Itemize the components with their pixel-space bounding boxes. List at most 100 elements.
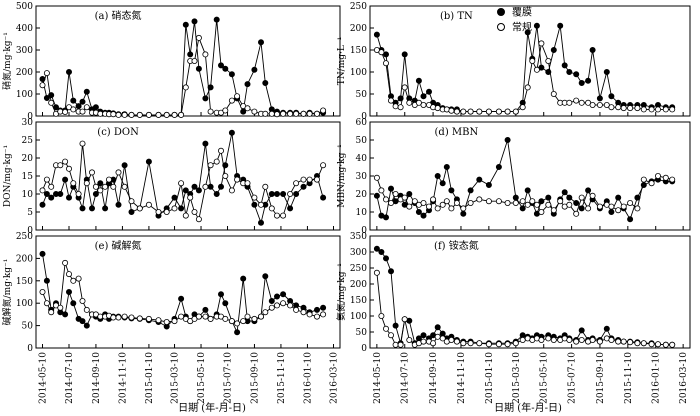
point-open — [178, 111, 185, 118]
point-filled — [251, 66, 258, 73]
point-filled — [434, 172, 441, 179]
point-filled — [300, 183, 307, 190]
point-open — [155, 111, 162, 118]
y-tick-label: 200 — [350, 280, 367, 290]
x-tick-label: 2015-09-10 — [596, 352, 606, 404]
point-open — [397, 104, 404, 111]
point-open — [207, 162, 214, 169]
point-filled — [257, 219, 264, 226]
point-open — [566, 201, 573, 208]
point-open — [545, 58, 552, 65]
point-open — [79, 297, 86, 304]
point-open — [39, 82, 46, 89]
point-open — [79, 108, 86, 115]
point-filled — [178, 205, 185, 212]
point-filled — [115, 201, 122, 208]
x-tick-label: 2014-11-10 — [118, 352, 128, 404]
x-tick-label: 2015-03-10 — [512, 352, 522, 404]
point-filled — [66, 288, 73, 295]
point-open — [320, 107, 327, 114]
legend-marker-open — [497, 23, 505, 31]
point-open — [57, 162, 64, 169]
point-filled — [222, 300, 229, 307]
point-open — [387, 199, 394, 206]
point-open — [392, 190, 399, 197]
point-open — [320, 311, 327, 318]
point-filled — [578, 80, 585, 87]
point-filled — [268, 190, 275, 197]
y-tick-label: 25 — [22, 136, 34, 146]
point-filled — [467, 187, 474, 194]
point-open — [70, 180, 77, 187]
point-filled — [615, 194, 622, 201]
point-open — [378, 312, 385, 319]
point-open — [401, 84, 408, 91]
point-open — [434, 333, 441, 340]
point-open — [573, 210, 580, 217]
x-tick-label: 2015-09-10 — [250, 352, 260, 404]
point-open — [102, 183, 109, 190]
point-filled — [550, 47, 557, 54]
y-tick-label: 400 — [16, 24, 33, 34]
point-open — [373, 174, 380, 181]
point-open — [57, 304, 64, 311]
point-open — [392, 341, 399, 348]
point-open — [467, 199, 474, 206]
point-filled — [415, 208, 422, 215]
plot-frame — [369, 235, 691, 349]
point-filled — [273, 293, 280, 300]
y-tick-label: 250 — [350, 2, 367, 12]
point-open — [110, 314, 117, 321]
point-open — [273, 111, 280, 118]
y-axis-label: MBN/mg·kg⁻¹ — [337, 144, 347, 207]
point-filled — [213, 16, 220, 23]
point-filled — [443, 163, 450, 170]
point-filled — [320, 194, 327, 201]
point-open — [596, 102, 603, 109]
point-open — [608, 104, 615, 111]
point-open — [136, 111, 143, 118]
point-open — [182, 212, 189, 219]
point-filled — [70, 97, 77, 104]
point-filled — [573, 199, 580, 206]
x-tick-label: 2015-03-10 — [171, 352, 181, 404]
point-open — [43, 300, 50, 307]
point-open — [257, 201, 264, 208]
point-open — [228, 187, 235, 194]
point-filled — [320, 304, 327, 311]
point-open — [262, 110, 269, 117]
point-filled — [387, 268, 394, 275]
point-filled — [195, 65, 202, 72]
point-open — [485, 108, 492, 115]
point-filled — [257, 39, 264, 46]
point-filled — [406, 190, 413, 197]
point-filled — [280, 190, 287, 197]
point-open — [627, 339, 634, 346]
y-axis-label: 硝氮/mg·kg⁻¹ — [1, 32, 13, 90]
panel-5: 0 50 100 150 200 250 2014-05-10 2014-07-10 2014-… — [1, 232, 341, 404]
point-filled — [228, 129, 235, 136]
x-tick-label: 2016-01-10 — [652, 352, 662, 404]
point-open — [251, 194, 258, 201]
point-open — [171, 205, 178, 212]
point-filled — [195, 187, 202, 194]
point-filled — [382, 214, 389, 221]
y-axis-label: DON/mg·kg⁻¹ — [3, 145, 13, 207]
point-filled — [171, 194, 178, 201]
point-open — [448, 205, 455, 212]
panel-title: (d) MBN — [435, 127, 479, 138]
point-open — [669, 341, 676, 348]
point-open — [655, 341, 662, 348]
point-filled — [145, 158, 152, 165]
point-open — [244, 180, 251, 187]
point-open — [83, 180, 90, 187]
x-tick-label: 2014-09-10 — [92, 352, 102, 404]
point-filled — [191, 183, 198, 190]
point-open — [550, 207, 557, 214]
point-open — [106, 176, 113, 183]
point-open — [545, 335, 552, 342]
y-tick-label: 20 — [22, 154, 34, 164]
series-line-1 — [376, 248, 673, 346]
